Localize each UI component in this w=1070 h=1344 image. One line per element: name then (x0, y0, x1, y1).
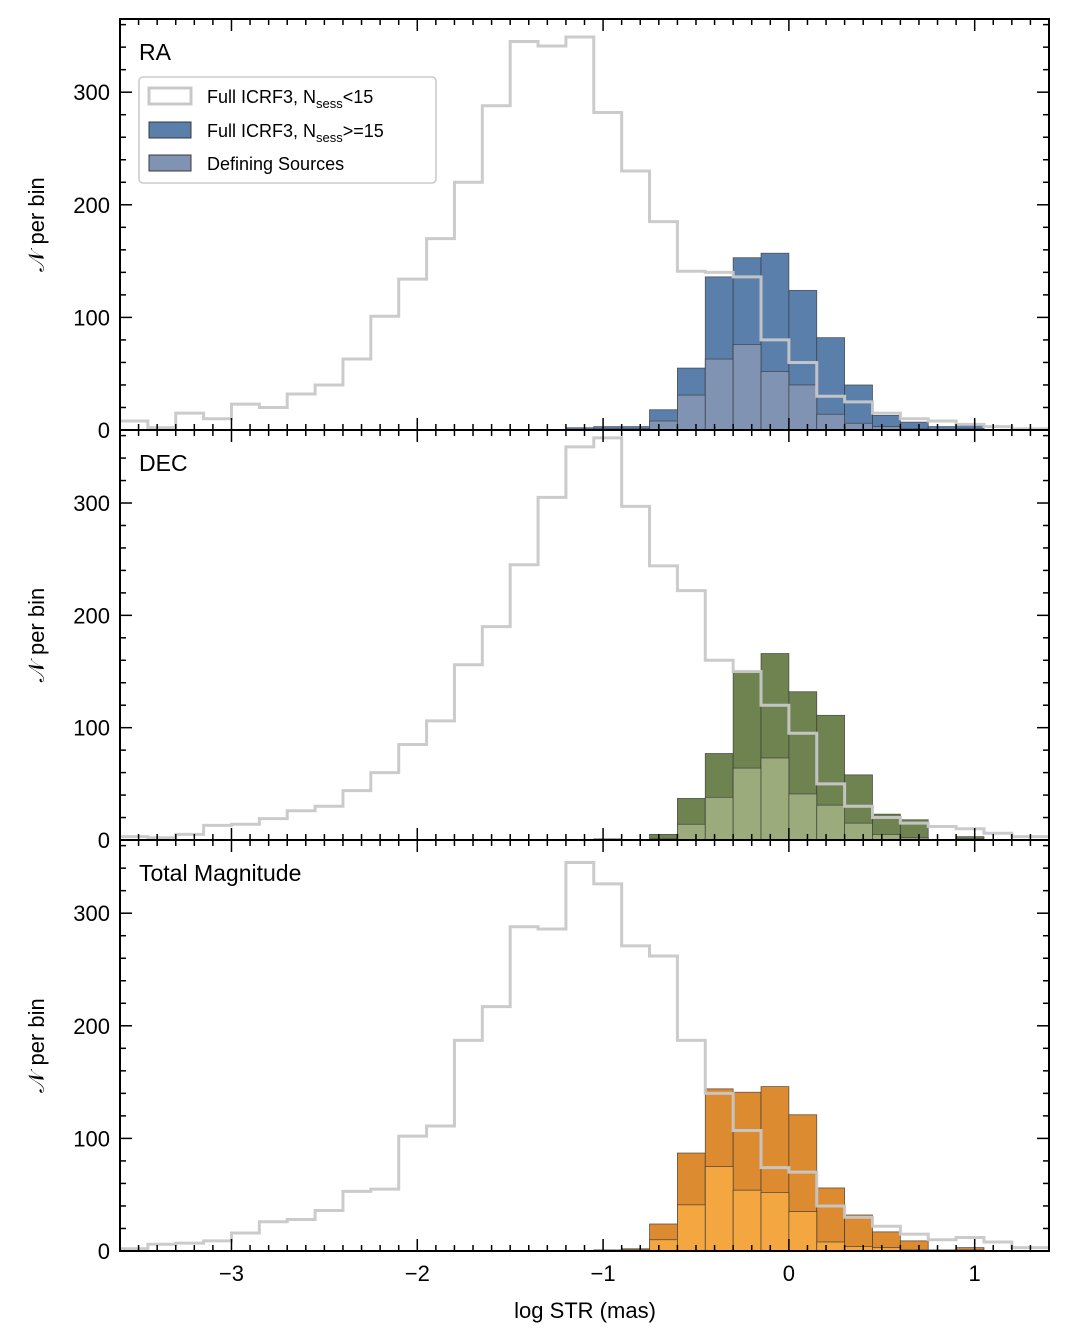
defining-bar (760, 371, 790, 430)
panel-label: DEC (139, 450, 188, 476)
y-axis-label: 𝒩 per bin (24, 177, 49, 271)
legend-label: Defining Sources (207, 154, 344, 174)
legend-swatch (147, 86, 193, 106)
y-tick-label: 100 (73, 305, 110, 330)
x-tick-label: −1 (591, 1261, 616, 1286)
legend-box (138, 76, 437, 184)
legend-label-tail: >=15 (343, 121, 384, 141)
y-tick-label: 300 (73, 80, 110, 105)
plot-area (120, 35, 1049, 430)
x-tick-label: 1 (969, 1261, 981, 1286)
y-tick-label: 0 (98, 828, 110, 853)
y-tick-label: 0 (98, 418, 110, 443)
defining-bar (732, 767, 762, 840)
y-tick-label: 300 (73, 901, 110, 926)
defining-bar (844, 822, 873, 840)
legend-label-sub: sess (316, 96, 343, 111)
legend-label: Full ICRF3, Nsess<15 (207, 87, 373, 111)
defining-bar (649, 1239, 678, 1251)
less15-step-line (120, 35, 1049, 430)
full-bar (816, 1187, 846, 1251)
full-bar (844, 384, 873, 430)
defining-bar (788, 1211, 818, 1251)
y-axis-label: 𝒩 per bin (24, 588, 49, 682)
legend-swatch (148, 121, 192, 139)
y-tick-label: 200 (73, 193, 110, 218)
panel-label: Total Magnitude (139, 860, 301, 886)
defining-bar (677, 1204, 706, 1251)
panel-3: 0 100 200 300 𝒩 per bin Total Magnitude −3 −2 −1… (24, 839, 1050, 1286)
legend-swatch (148, 154, 192, 172)
defining-bar (788, 384, 818, 430)
x-tick-label: −3 (219, 1261, 244, 1286)
y-tick-label: 200 (73, 1014, 110, 1039)
defining-bar (704, 796, 734, 840)
panel-frame (119, 429, 1050, 841)
less15-step-line (120, 861, 1049, 1251)
plot-area (120, 436, 1049, 840)
y-tick-label: 300 (73, 491, 110, 516)
defining-bar (788, 793, 818, 840)
y-tick-label: 100 (73, 1126, 110, 1151)
y-tick-label: 200 (73, 603, 110, 628)
panel-2: 0 100 200 300 𝒩 per bin DEC (24, 429, 1050, 853)
y-tick-label: 0 (98, 1239, 110, 1264)
defining-bar (732, 1189, 762, 1251)
legend-label-tail: <15 (343, 87, 374, 107)
defining-bar (704, 1166, 734, 1251)
panel-label: RA (139, 39, 172, 65)
defining-bar (816, 413, 846, 430)
panel-frame (119, 839, 1050, 1252)
y-tick-label: 100 (73, 716, 110, 741)
full-bar (899, 819, 929, 840)
defining-bar (649, 420, 678, 430)
defining-bar (844, 422, 873, 430)
legend-label-main: Full ICRF3, N (207, 87, 316, 107)
defining-bar (677, 823, 706, 840)
plot-area (120, 861, 1049, 1251)
x-tick-label: 0 (783, 1261, 795, 1286)
defining-bar (704, 358, 734, 430)
legend-label-sub: sess (316, 130, 343, 145)
defining-bar (732, 344, 762, 430)
x-axis-label: log STR (mas) (514, 1298, 656, 1323)
y-axis-label: 𝒩 per bin (24, 998, 49, 1092)
defining-bar (760, 757, 790, 840)
defining-bar (816, 804, 846, 840)
legend-label-main: Defining Sources (207, 154, 344, 174)
legend-label-main: Full ICRF3, N (207, 121, 316, 141)
defining-bar (677, 394, 706, 430)
defining-bar (760, 1192, 790, 1251)
less15-step-line (120, 436, 1049, 840)
defining-bar (816, 1241, 846, 1251)
legend-label: Full ICRF3, Nsess>=15 (207, 121, 384, 145)
full-bar (844, 1214, 873, 1251)
x-tick-label: −2 (405, 1261, 430, 1286)
